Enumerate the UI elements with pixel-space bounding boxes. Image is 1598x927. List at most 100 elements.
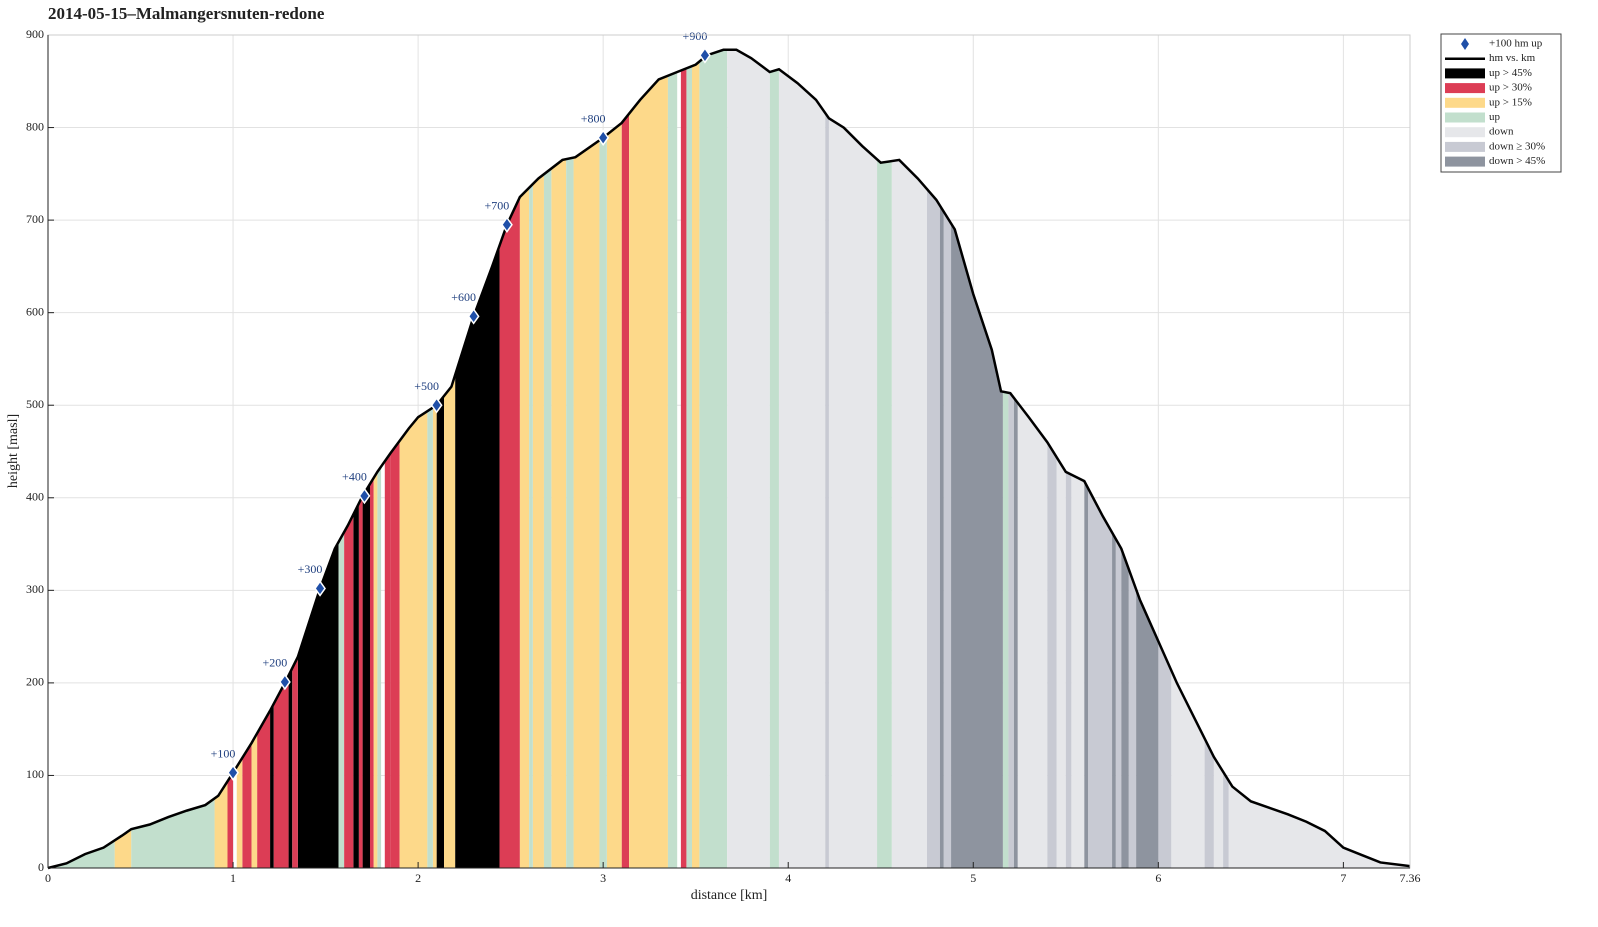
- band: [691, 49, 700, 868]
- band: [384, 49, 391, 868]
- profile-line: [47, 48, 1411, 870]
- band: [543, 49, 552, 868]
- marker: [501, 216, 513, 234]
- band: [532, 49, 544, 868]
- x-axis-label: distance [km]: [691, 888, 768, 903]
- marker: [358, 487, 371, 505]
- marker-label: +900: [683, 29, 708, 43]
- band: [1002, 49, 1009, 868]
- x-tick-label: 4: [785, 871, 791, 885]
- band: [1084, 49, 1089, 868]
- legend-marker: [1461, 38, 1469, 50]
- legend-label: hm vs. km: [1489, 52, 1536, 64]
- band: [599, 49, 607, 868]
- band: [131, 49, 215, 868]
- band: [769, 49, 779, 868]
- y-tick-label: 800: [26, 119, 44, 133]
- band: [551, 49, 567, 868]
- band: [270, 49, 274, 868]
- x-tick-label: 7.36: [1400, 871, 1421, 885]
- band: [828, 49, 878, 868]
- legend-swatch: [1445, 112, 1485, 123]
- band: [1121, 49, 1129, 868]
- y-tick-label: 600: [26, 304, 44, 318]
- x-tick-label: 5: [970, 871, 976, 885]
- band: [529, 49, 533, 868]
- x-tick-label: 0: [45, 871, 51, 885]
- marker: [597, 129, 610, 147]
- legend-label: up > 15%: [1489, 96, 1532, 108]
- marker-label: +800: [581, 111, 606, 125]
- band: [114, 49, 132, 868]
- band: [288, 49, 293, 868]
- legend-label: +100 hm up: [1489, 38, 1543, 50]
- band: [727, 49, 770, 868]
- band: [390, 49, 400, 868]
- band: [236, 49, 243, 868]
- band: [1112, 49, 1116, 868]
- band: [1013, 49, 1018, 868]
- y-tick-label: 300: [26, 582, 44, 596]
- band: [667, 49, 678, 868]
- marker: [278, 673, 291, 691]
- y-tick-label: 500: [26, 397, 44, 411]
- band: [1223, 49, 1229, 868]
- band: [686, 49, 692, 868]
- band: [292, 49, 298, 868]
- legend-label: up: [1489, 111, 1501, 123]
- band: [1158, 49, 1172, 868]
- x-tick-label: 7: [1340, 871, 1346, 885]
- marker-label: +200: [262, 656, 287, 670]
- band: [444, 49, 456, 868]
- y-tick-label: 700: [26, 212, 44, 226]
- band: [1115, 49, 1122, 868]
- legend-swatch: [1445, 68, 1485, 79]
- band: [1008, 49, 1014, 868]
- chart-title: 2014-05-15–Malmangersnuten-redone: [48, 4, 325, 23]
- legend-label: down > 45%: [1489, 155, 1545, 167]
- band: [825, 49, 829, 868]
- marker: [699, 47, 711, 64]
- marker-label: +500: [414, 379, 439, 393]
- band: [519, 49, 530, 868]
- legend-swatch: [1445, 97, 1485, 108]
- y-tick-label: 900: [26, 27, 44, 41]
- x-tick-label: 1: [230, 871, 236, 885]
- band: [1088, 49, 1113, 868]
- band: [1047, 49, 1057, 868]
- band: [227, 49, 234, 868]
- band: [1136, 49, 1159, 868]
- legend-swatch: [1445, 83, 1485, 94]
- legend-swatch: [1445, 156, 1485, 167]
- y-axis-label: height [masl]: [6, 414, 21, 488]
- band: [344, 49, 354, 868]
- legend-label: down ≥ 30%: [1489, 140, 1545, 152]
- y-tick-label: 0: [38, 860, 44, 874]
- marker: [314, 580, 326, 597]
- band: [699, 49, 728, 868]
- legend-swatch: [1445, 141, 1485, 152]
- band: [455, 49, 500, 868]
- band: [436, 49, 445, 868]
- x-tick-label: 6: [1155, 871, 1161, 885]
- band: [369, 49, 374, 868]
- legend-label: up > 30%: [1489, 82, 1532, 94]
- band: [939, 49, 944, 868]
- band: [877, 49, 892, 868]
- band: [573, 49, 600, 868]
- band: [48, 49, 115, 868]
- band: [1017, 49, 1048, 868]
- band: [606, 49, 622, 868]
- band: [257, 49, 271, 868]
- marker: [467, 308, 480, 325]
- marker-label: +400: [342, 470, 367, 484]
- band: [338, 49, 345, 868]
- band: [432, 49, 437, 868]
- marker-label: +300: [298, 562, 323, 576]
- marker: [430, 396, 443, 414]
- marker-label: +700: [485, 198, 510, 212]
- y-tick-label: 200: [26, 675, 44, 689]
- legend-swatch: [1445, 127, 1485, 138]
- band: [566, 49, 574, 868]
